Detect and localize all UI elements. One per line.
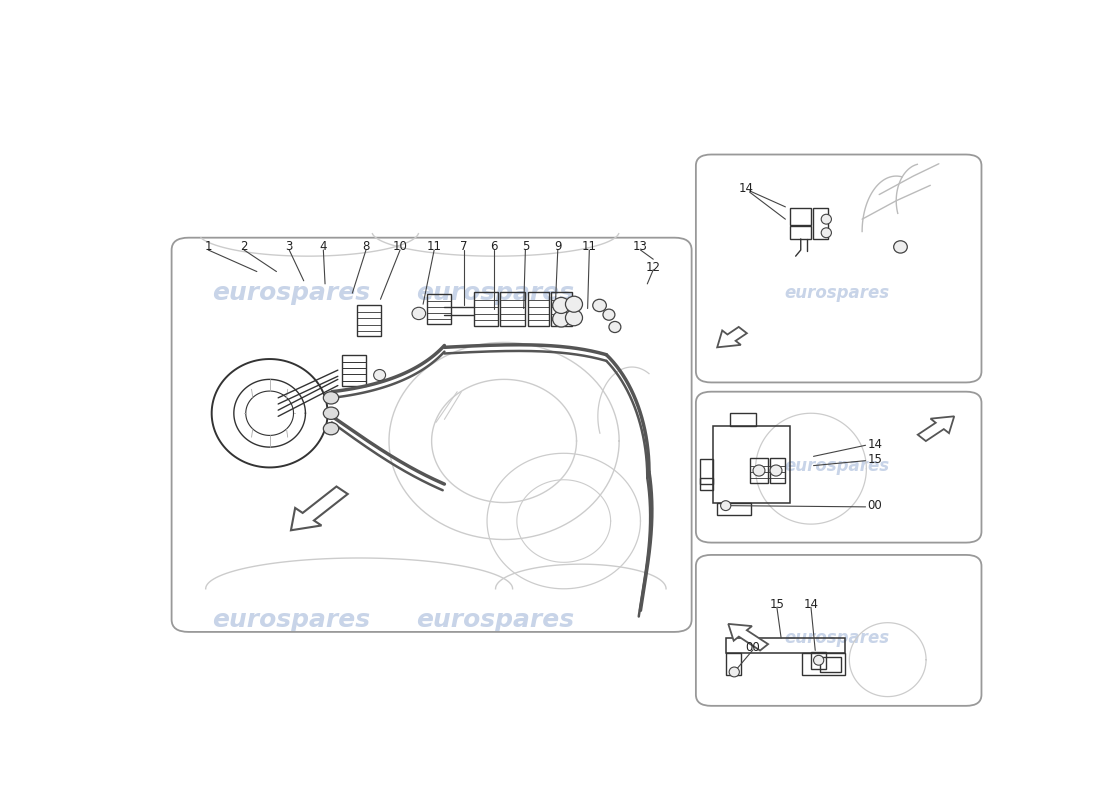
FancyArrow shape	[290, 486, 348, 530]
FancyArrow shape	[728, 624, 768, 650]
Ellipse shape	[720, 501, 730, 510]
Bar	[528, 292, 549, 326]
Ellipse shape	[323, 392, 339, 404]
Text: eurospares: eurospares	[212, 281, 370, 305]
Bar	[790, 226, 811, 239]
Text: 4: 4	[320, 241, 327, 254]
Ellipse shape	[754, 465, 764, 476]
Text: 14: 14	[803, 598, 818, 610]
Text: eurospares: eurospares	[784, 629, 889, 647]
Text: 3: 3	[286, 241, 293, 254]
Ellipse shape	[374, 370, 386, 381]
Bar	[427, 294, 451, 324]
Bar	[770, 458, 785, 483]
Bar	[811, 652, 826, 669]
Text: eurospares: eurospares	[212, 608, 370, 632]
Ellipse shape	[565, 296, 583, 312]
Text: 00: 00	[746, 641, 760, 654]
Bar	[749, 458, 768, 483]
Bar	[790, 208, 811, 226]
Bar	[803, 654, 845, 675]
Bar	[358, 306, 382, 336]
Ellipse shape	[822, 228, 832, 238]
Ellipse shape	[323, 422, 339, 435]
Bar	[713, 426, 790, 502]
Text: 00: 00	[868, 499, 882, 512]
Text: 8: 8	[362, 241, 370, 254]
Bar	[813, 208, 828, 239]
Text: 11: 11	[582, 241, 597, 254]
Ellipse shape	[593, 299, 606, 312]
Bar	[700, 478, 713, 490]
Text: 2: 2	[240, 241, 248, 254]
Text: 14: 14	[868, 438, 882, 450]
Ellipse shape	[565, 310, 583, 326]
Bar	[730, 414, 756, 426]
Text: 15: 15	[769, 598, 784, 610]
Text: 12: 12	[646, 261, 661, 274]
Text: eurospares: eurospares	[417, 281, 574, 305]
Text: 6: 6	[491, 241, 497, 254]
Ellipse shape	[603, 309, 615, 320]
Bar	[700, 459, 713, 484]
Bar	[342, 354, 366, 386]
Bar	[726, 638, 845, 654]
Text: 11: 11	[427, 241, 442, 254]
Bar	[499, 292, 526, 326]
FancyArrow shape	[917, 416, 954, 441]
Text: 5: 5	[521, 241, 529, 254]
FancyArrow shape	[717, 327, 747, 347]
Bar	[551, 292, 572, 326]
Ellipse shape	[323, 407, 339, 419]
Bar	[820, 657, 840, 672]
Ellipse shape	[552, 298, 570, 314]
Bar	[717, 502, 751, 515]
Text: 9: 9	[554, 241, 561, 254]
Ellipse shape	[552, 311, 570, 327]
Text: 7: 7	[460, 241, 467, 254]
Text: eurospares: eurospares	[417, 608, 574, 632]
Text: eurospares: eurospares	[784, 284, 889, 302]
Text: 13: 13	[632, 241, 648, 254]
Ellipse shape	[822, 214, 832, 224]
Ellipse shape	[412, 307, 426, 320]
Ellipse shape	[893, 241, 907, 253]
Text: 15: 15	[868, 453, 882, 466]
Ellipse shape	[814, 655, 824, 665]
Bar	[726, 654, 741, 675]
Ellipse shape	[609, 322, 620, 333]
Text: eurospares: eurospares	[784, 457, 889, 474]
Ellipse shape	[729, 667, 739, 677]
Text: 1: 1	[205, 241, 212, 254]
Ellipse shape	[770, 465, 782, 476]
Bar	[474, 292, 498, 326]
Text: 14: 14	[739, 182, 754, 195]
Text: 10: 10	[393, 241, 407, 254]
